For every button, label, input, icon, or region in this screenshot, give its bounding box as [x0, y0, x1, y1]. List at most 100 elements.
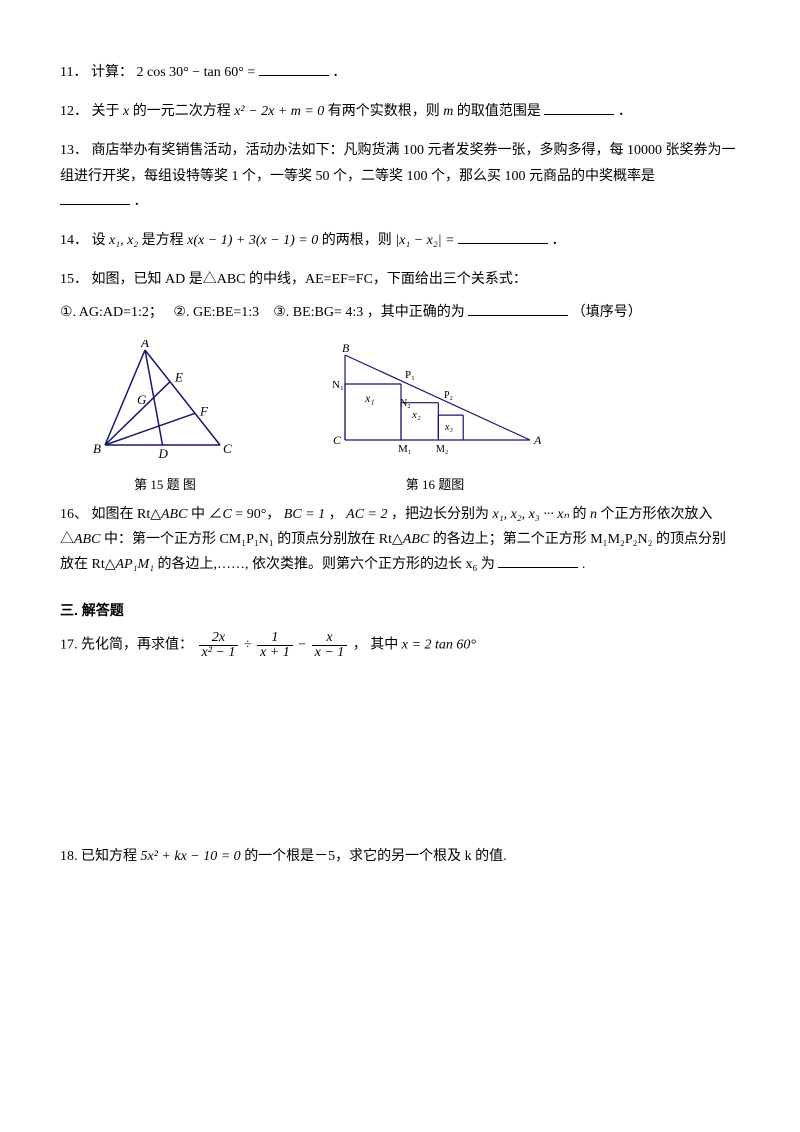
text: ， 其中 — [353, 638, 402, 653]
answer-blank[interactable] — [60, 190, 130, 205]
text: 的 — [573, 507, 591, 522]
question-18: 18. 已知方程 5x² + kx − 10 = 0 的一个根是－5，求它的另一… — [60, 844, 740, 869]
svg-text:P₁: P₁ — [405, 369, 415, 381]
var: AP₁M₁ — [116, 557, 155, 572]
figure-caption: 第 16 题图 — [320, 473, 550, 496]
q-number: 13． — [60, 143, 88, 158]
work-space — [60, 674, 740, 844]
text: ，把边长分别为 — [391, 507, 493, 522]
triangle-diagram-16: BCAN₁N₂P₁P₂M₁M₂x₁x₂x₃ — [320, 340, 550, 460]
text: 已知方程 — [81, 849, 141, 864]
text: ． — [332, 65, 346, 80]
svg-text:B: B — [93, 441, 101, 456]
var: C — [222, 507, 231, 522]
figure-row: A B C D E F G 第 15 题 图 B C A N₁ N₂ P₁ P₂ M₁ M₂ x₁ x₂ x₃ 第… — [90, 340, 740, 497]
expr: BC = 1 — [284, 507, 325, 522]
q-number: 12． — [60, 104, 88, 119]
text: 设 — [92, 233, 110, 248]
answer-blank[interactable] — [544, 100, 614, 115]
math-worksheet-page: 11． 计算： 2 cos 30° − tan 60° = ． 12． 关于 x… — [0, 0, 800, 923]
svg-text:G: G — [137, 392, 147, 407]
text: . — [582, 557, 586, 572]
vars: x₁, x₂ — [109, 233, 138, 248]
var: n — [590, 507, 597, 522]
section-heading: 三. 解答题 — [60, 598, 740, 623]
answer-blank[interactable] — [259, 61, 329, 76]
svg-text:N₁: N₁ — [332, 379, 344, 391]
equation: 5x² + kx − 10 = 0 — [141, 849, 241, 864]
question-13: 13． 商店举办有奖销售活动，活动办法如下：凡购货满 100 元者发奖券一张，多… — [60, 138, 740, 214]
svg-text:x₁: x₁ — [364, 391, 375, 405]
answer-blank[interactable] — [468, 301, 568, 316]
svg-text:B: B — [342, 341, 350, 355]
text: ． — [618, 104, 632, 119]
question-14: 14． 设 x₁, x₂ 是方程 x(x − 1) + 3(x − 1) = 0… — [60, 228, 740, 253]
var: ABC — [403, 532, 429, 547]
text: ． — [552, 233, 566, 248]
svg-text:C: C — [223, 441, 232, 456]
text: 中：第一个正方形 CM₁P₁N₁ 的顶点分别放在 Rt△ — [104, 532, 403, 547]
svg-text:x₃: x₃ — [444, 422, 453, 433]
answer-blank[interactable] — [498, 553, 578, 568]
var: ABC — [161, 507, 187, 522]
answer-blank[interactable] — [458, 229, 548, 244]
var: m — [443, 104, 453, 119]
svg-text:M₂: M₂ — [436, 444, 448, 455]
text: 是方程 — [142, 233, 188, 248]
svg-text:A: A — [140, 340, 149, 350]
op: ÷ — [244, 638, 255, 653]
expr: AC = 2 — [346, 507, 387, 522]
figure-caption: 第 15 题 图 — [90, 473, 240, 496]
var: ABC — [74, 532, 100, 547]
text: 有两个实数根，则 — [328, 104, 444, 119]
text: 如图，已知 AD 是△ABC 的中线，AE=EF=FC，下面给出三个关系式： — [92, 272, 527, 287]
fraction: 2xx² − 1 — [199, 631, 239, 660]
question-15: 15． 如图，已知 AD 是△ABC 的中线，AE=EF=FC，下面给出三个关系… — [60, 267, 740, 325]
fraction: xx − 1 — [312, 631, 348, 660]
question-17: 17. 先化简，再求值： 2xx² − 1 ÷ 1x + 1 − xx − 1 … — [60, 631, 740, 660]
text: 计算： — [91, 65, 133, 80]
q-number: 17. — [60, 638, 78, 653]
text: 先化简，再求值： — [81, 638, 193, 653]
text: 如图在 Rt△ — [92, 507, 162, 522]
option-2: ②. GE:BE=1:3 — [173, 305, 259, 320]
text: 的两根，则 — [322, 233, 396, 248]
text: 的一个根是－5，求它的另一个根及 k 的值. — [244, 849, 507, 864]
q-number: 18. — [60, 849, 78, 864]
text: 关于 — [92, 104, 124, 119]
op: − — [298, 638, 309, 653]
text: 的取值范围是 — [457, 104, 541, 119]
svg-text:P₂: P₂ — [444, 390, 453, 401]
figure-15: A B C D E F G 第 15 题 图 — [90, 340, 240, 497]
svg-text:M₁: M₁ — [398, 443, 412, 455]
question-12: 12． 关于 x 的一元二次方程 x² − 2x + m = 0 有两个实数根，… — [60, 99, 740, 124]
equation: x² − 2x + m = 0 — [234, 104, 324, 119]
equation: x(x − 1) + 3(x − 1) = 0 — [187, 233, 318, 248]
expr: = 90°， — [235, 507, 280, 522]
svg-text:E: E — [174, 369, 183, 384]
fraction: 1x + 1 — [257, 631, 293, 660]
svg-text:F: F — [199, 403, 209, 418]
text: （填序号） — [572, 305, 642, 320]
option-1: ①. AG:AD=1:2； — [60, 305, 163, 320]
svg-text:D: D — [158, 446, 169, 460]
svg-text:x₂: x₂ — [411, 409, 421, 421]
question-16: 16、 如图在 Rt△ABC 中 ∠C = 90°， BC = 1 ， AC =… — [60, 502, 740, 578]
expression: |x₁ − x₂| = — [395, 233, 454, 248]
q-number: 15． — [60, 272, 88, 287]
text: ，其中正确的为 — [367, 305, 469, 320]
svg-text:N₂: N₂ — [400, 398, 411, 409]
svg-text:C: C — [333, 433, 342, 447]
expression: 2 cos 30° − tan 60° = — [136, 65, 255, 80]
text: ， — [329, 507, 343, 522]
text: 的各边上,……, 依次类推。则第六个正方形的边长 x₆ 为 — [158, 557, 495, 572]
vars: x₁, x₂, x₃ ··· xₙ — [492, 507, 569, 522]
option-3: ③. BE:BG= 4:3 — [273, 305, 363, 320]
text: 的一元二次方程 — [133, 104, 235, 119]
text: ． — [134, 194, 148, 209]
q-number: 11． — [60, 65, 87, 80]
text: 商店举办有奖销售活动，活动办法如下：凡购货满 100 元者发奖券一张，多购多得，… — [60, 143, 736, 183]
text: 中 ∠ — [191, 507, 223, 522]
q-number: 16、 — [60, 507, 88, 522]
figure-16: BCAN₁N₂P₁P₂M₁M₂x₁x₂x₃ 第 16 题图 — [320, 340, 550, 497]
